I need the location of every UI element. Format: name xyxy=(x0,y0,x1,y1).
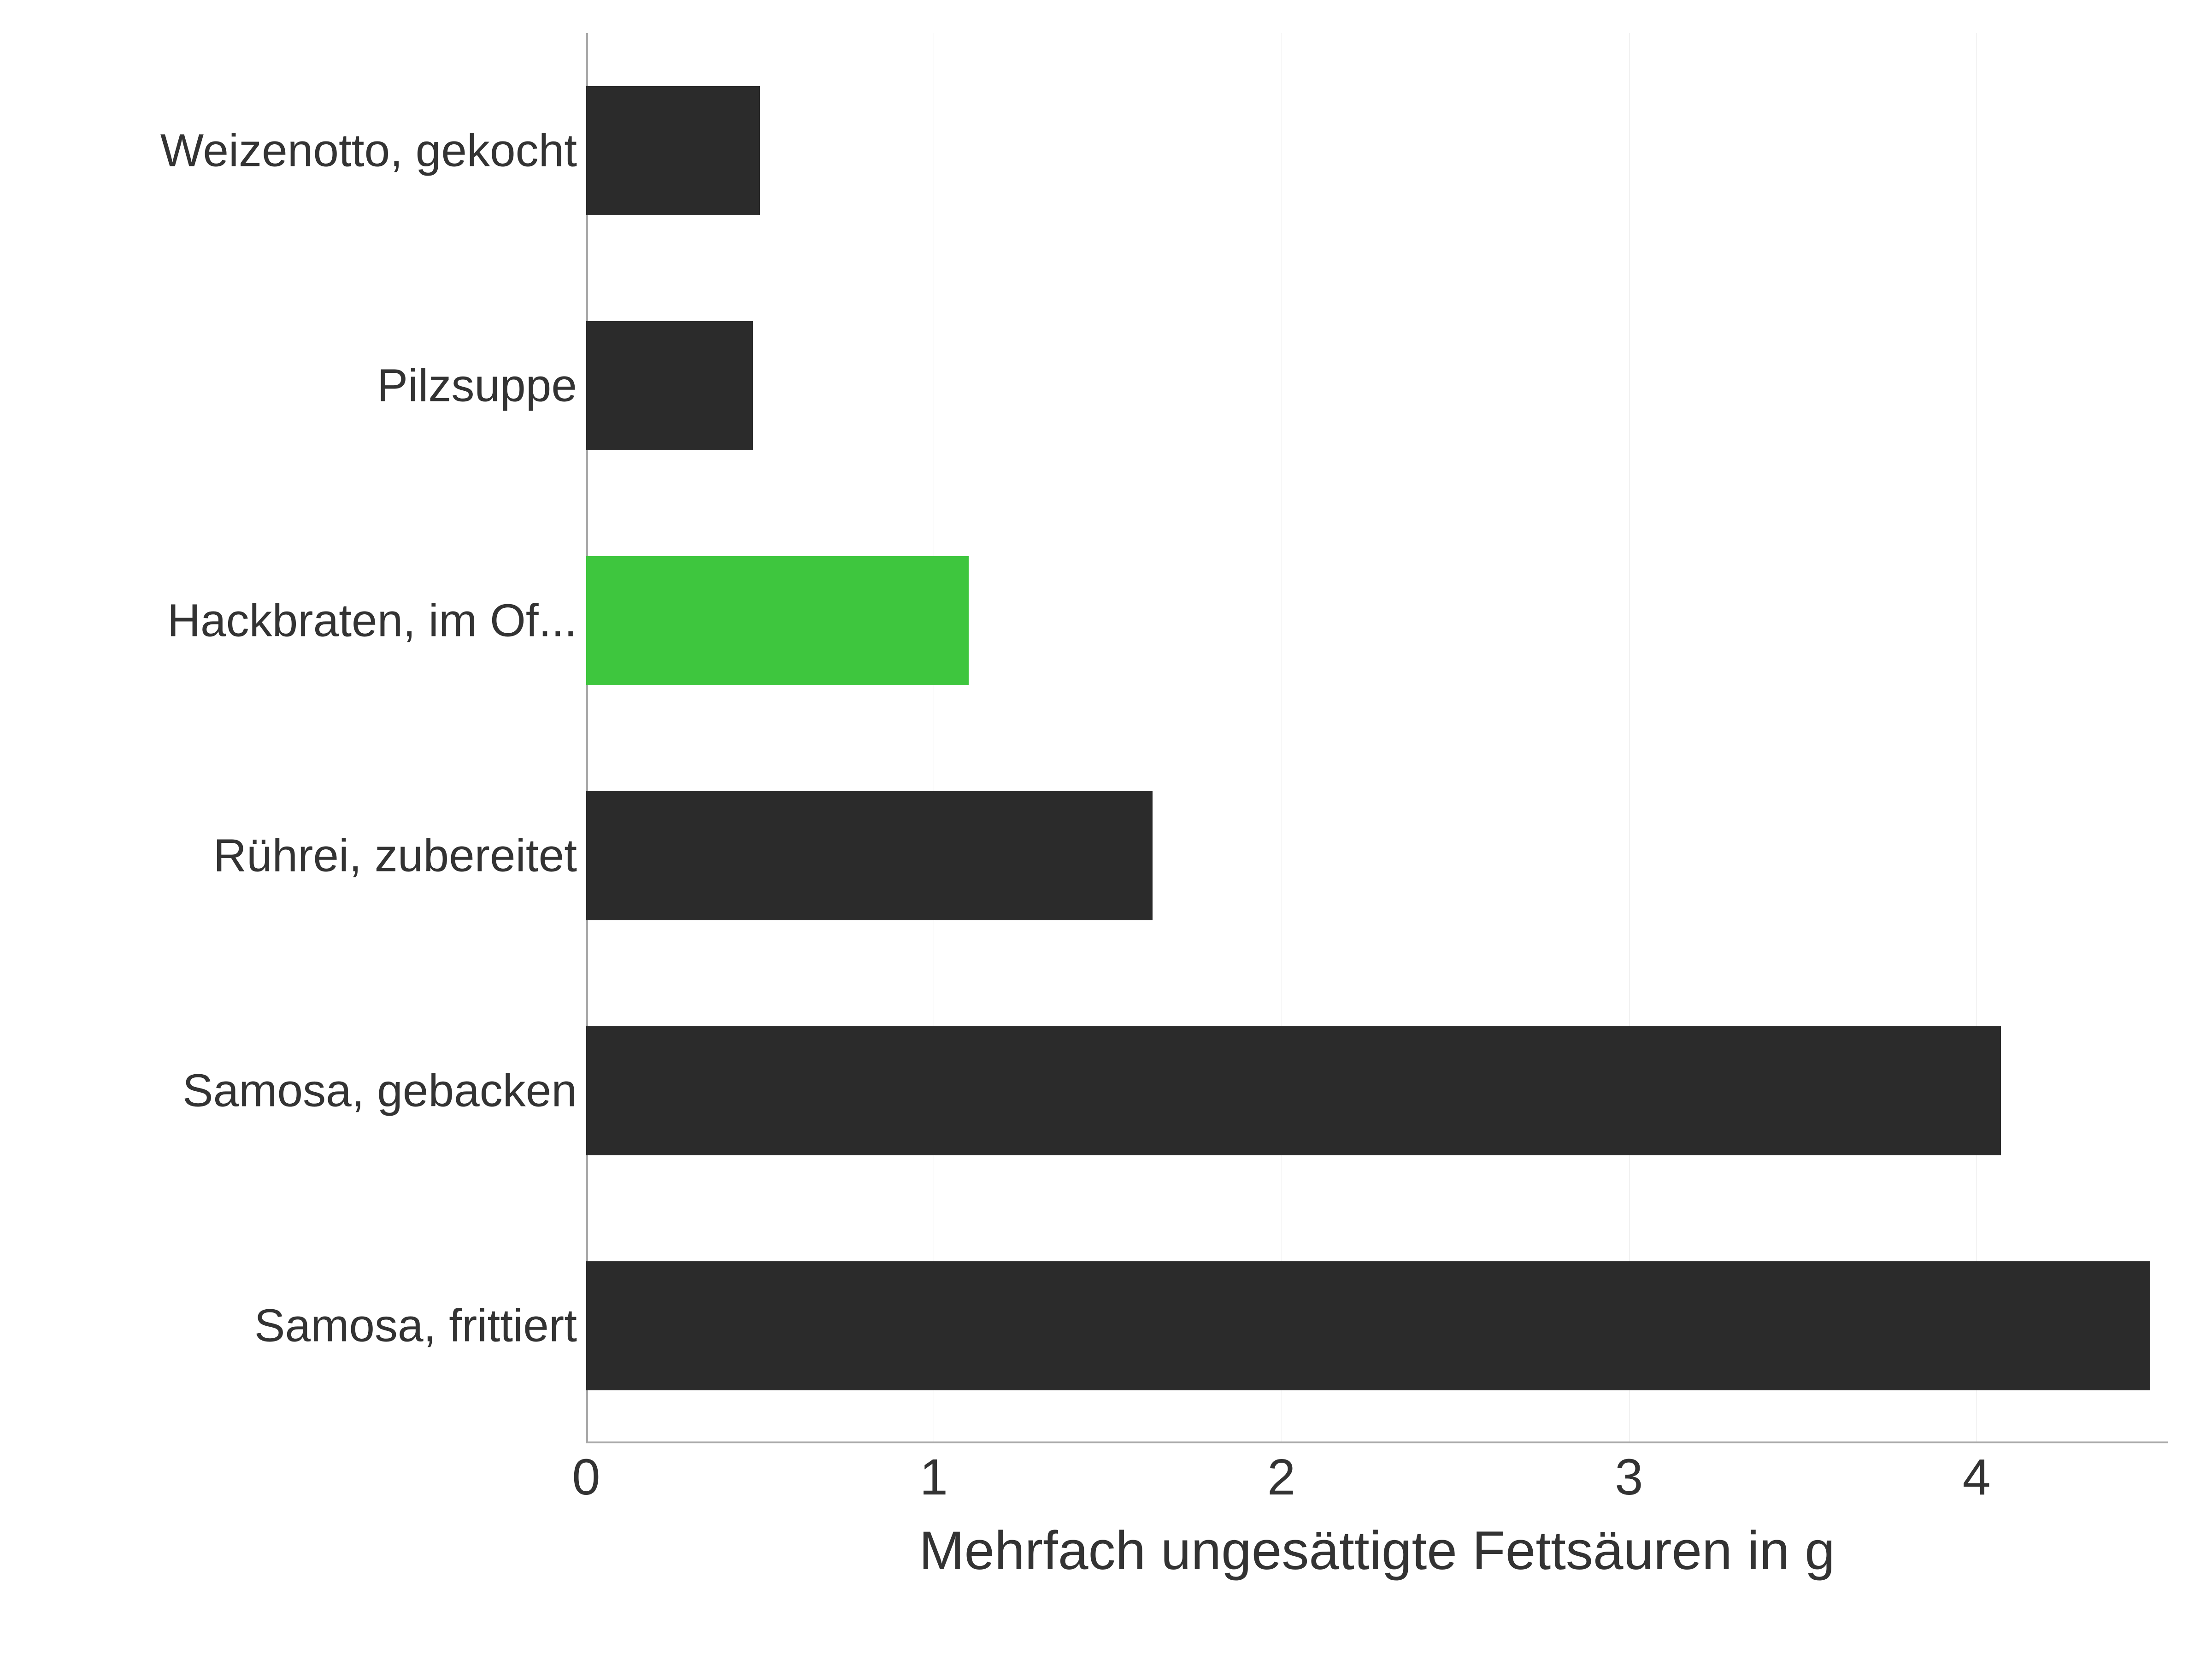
x-tick-label: 3 xyxy=(1615,1443,1643,1506)
y-category-label: Samosa, frittiert xyxy=(254,1300,586,1353)
bar xyxy=(586,1026,2001,1156)
x-axis-title: Mehrfach ungesättigte Fettsäuren in g xyxy=(919,1519,1835,1582)
y-category-label: Samosa, gebacken xyxy=(182,1065,586,1118)
bar xyxy=(586,321,753,451)
x-tick-label: 4 xyxy=(1963,1443,1991,1506)
bar xyxy=(586,1261,2150,1391)
bar xyxy=(586,86,760,216)
bar xyxy=(586,556,969,686)
x-tick-label: 1 xyxy=(920,1443,948,1506)
gridline xyxy=(586,33,588,1443)
bar xyxy=(586,791,1153,921)
x-tick-label: 0 xyxy=(572,1443,600,1506)
x-tick-label: 2 xyxy=(1267,1443,1295,1506)
x-axis-line xyxy=(586,1441,2168,1443)
y-category-label: Weizenotto, gekocht xyxy=(160,124,586,177)
bar-chart: 0 1 2 3 4 Weizenotto, gekocht Pilzsuppe Hackbra… xyxy=(0,0,2212,1659)
gridline xyxy=(1629,33,1630,1443)
y-category-label: Pilzsuppe xyxy=(377,359,586,412)
y-category-label: Rührei, zubereitet xyxy=(213,830,586,882)
plot-area: 01234Weizenotto, gekochtPilzsuppeHackbra… xyxy=(586,33,2168,1443)
y-category-label: Hackbraten, im Of... xyxy=(167,594,586,647)
